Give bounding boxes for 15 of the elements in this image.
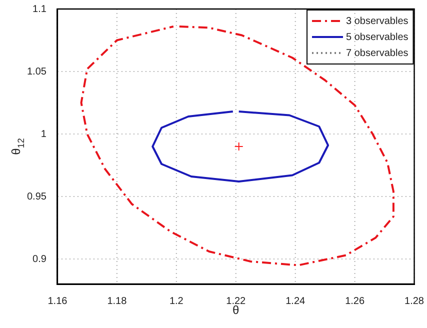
x-tick-label: 1.28 — [404, 296, 424, 307]
x-tick-label: 1.16 — [48, 296, 68, 307]
legend-label: 5 observables — [346, 32, 408, 43]
x-tick-label: 1.24 — [286, 296, 306, 307]
legend-label: 3 observables — [346, 16, 408, 27]
x-tick-label: 1.2 — [169, 296, 184, 307]
y-tick-label: 0.9 — [32, 254, 47, 265]
legend-label: 7 observables — [346, 48, 408, 59]
y-tick-label: 1.05 — [26, 66, 47, 78]
x-tick-label: 1.26 — [345, 296, 365, 307]
y-tick-label: 1.1 — [32, 4, 47, 15]
y-tick-label: 0.95 — [26, 191, 47, 202]
y-tick-label: 1 — [40, 128, 47, 140]
x-tick-label: 1.18 — [107, 296, 128, 307]
y-axis-title: θ12 — [9, 138, 26, 155]
